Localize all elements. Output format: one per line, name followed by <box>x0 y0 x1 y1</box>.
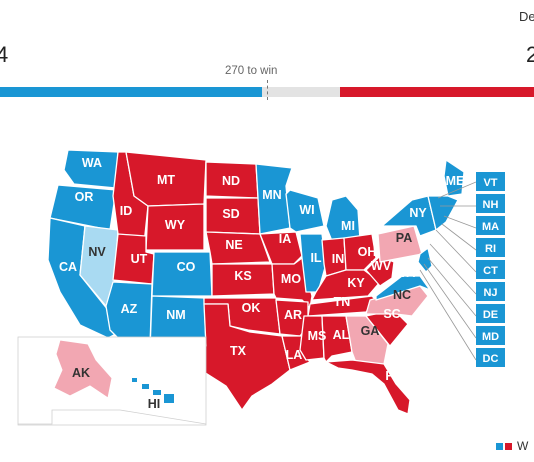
state-WA[interactable] <box>63 149 119 189</box>
state-label-NV: NV <box>88 245 106 259</box>
state-label-OK: OK <box>242 301 261 315</box>
state-label-ND: ND <box>222 174 240 188</box>
state-label-NY: NY <box>409 206 427 220</box>
state-label-VA: VA <box>399 266 415 280</box>
state-label-UT: UT <box>131 252 148 266</box>
state-label-NC: NC <box>393 288 411 302</box>
state-IA[interactable] <box>259 231 303 265</box>
state-label-SC: SC <box>383 307 400 321</box>
state-label-TN: TN <box>334 295 351 309</box>
state-label-TX: TX <box>230 344 247 358</box>
small-state-label-DE: DE <box>483 309 498 321</box>
state-label-AZ: AZ <box>121 302 138 316</box>
rep-electoral-total: 2 <box>526 42 534 67</box>
state-label-IL: IL <box>310 251 321 265</box>
state-label-NM: NM <box>166 308 185 322</box>
state-label-WA: WA <box>82 156 102 170</box>
state-ME[interactable] <box>443 159 465 197</box>
state-CO[interactable] <box>151 251 213 297</box>
state-WV[interactable] <box>365 255 395 287</box>
state-WY[interactable] <box>145 203 205 251</box>
state-label-OH: OH <box>358 245 377 259</box>
small-state-label-NJ: NJ <box>483 287 497 299</box>
state-NJ-MD-coast[interactable] <box>417 247 433 273</box>
small-state-box-MA[interactable] <box>476 216 505 235</box>
state-label-FL: FL <box>385 369 401 383</box>
small-state-label-VT: VT <box>483 177 497 189</box>
small-state-label-MA: MA <box>482 221 499 233</box>
state-FL[interactable] <box>325 359 411 415</box>
dem-electoral-total: 4 <box>0 42 9 67</box>
state-label-MI: MI <box>341 219 355 233</box>
inset-frame <box>17 336 207 426</box>
electoral-progress-bar <box>0 80 534 100</box>
undecided-progress-segment <box>262 87 340 97</box>
state-label-WI: WI <box>299 203 314 217</box>
small-state-box-DC[interactable] <box>476 348 505 367</box>
small-state-box-DE[interactable] <box>476 304 505 323</box>
state-label-KS: KS <box>234 269 251 283</box>
small-state-box-VT[interactable] <box>476 172 505 191</box>
state-label-IA: IA <box>279 232 292 246</box>
small-state-label-CT: CT <box>483 265 498 277</box>
state-label-OR: OR <box>75 190 94 204</box>
header-fragment: De <box>519 9 534 24</box>
state-label-ID: ID <box>120 204 133 218</box>
win-threshold-marker <box>267 80 268 100</box>
small-state-box-MD[interactable] <box>476 326 505 345</box>
small-state-label-MD: MD <box>482 331 499 343</box>
small-state-label-RI: RI <box>485 243 496 255</box>
state-label-WY: WY <box>165 218 186 232</box>
state-NE-small[interactable] <box>427 195 459 231</box>
state-label-AR: AR <box>284 308 302 322</box>
state-MS[interactable] <box>299 315 325 361</box>
state-label-CA: CA <box>59 260 77 274</box>
small-state-label-NH: NH <box>483 199 499 211</box>
small-state-box-NH[interactable] <box>476 194 505 213</box>
state-label-ME: ME <box>446 174 465 188</box>
state-label-LA: LA <box>286 348 303 362</box>
state-label-HI: HI <box>148 397 161 411</box>
state-label-IN: IN <box>332 252 345 266</box>
legend: W <box>496 438 528 454</box>
state-HI[interactable] <box>132 378 174 403</box>
state-WI[interactable] <box>285 189 325 233</box>
state-label-NE: NE <box>225 238 242 252</box>
state-label-GA: GA <box>361 324 380 338</box>
state-label-MN: MN <box>262 188 281 202</box>
state-AK[interactable] <box>53 339 113 399</box>
rep-progress-segment <box>340 87 534 97</box>
state-label-PA: PA <box>396 231 412 245</box>
state-label-WV: WV <box>371 259 392 273</box>
threshold-label: 270 to win <box>225 65 278 77</box>
state-NE[interactable] <box>205 231 271 265</box>
small-state-box-RI[interactable] <box>476 238 505 257</box>
state-label-CO: CO <box>177 260 196 274</box>
small-state-connectors <box>419 181 477 361</box>
dem-progress-segment <box>0 87 262 97</box>
state-VA[interactable] <box>375 275 431 301</box>
small-state-box-NJ[interactable] <box>476 282 505 301</box>
state-label-MO: MO <box>281 272 301 286</box>
state-label-AK: AK <box>72 366 90 380</box>
state-label-MT: MT <box>157 173 175 187</box>
state-label-MS: MS <box>308 329 327 343</box>
legend-label: W <box>517 439 529 453</box>
legend-dem-swatch <box>496 442 503 450</box>
state-label-KY: KY <box>347 276 365 290</box>
small-state-box-CT[interactable] <box>476 260 505 279</box>
state-label-AL: AL <box>333 328 350 342</box>
legend-rep-swatch <box>505 442 512 450</box>
small-state-label-DC: DC <box>483 353 499 365</box>
state-label-SD: SD <box>222 207 239 221</box>
state-OH[interactable] <box>343 233 377 271</box>
